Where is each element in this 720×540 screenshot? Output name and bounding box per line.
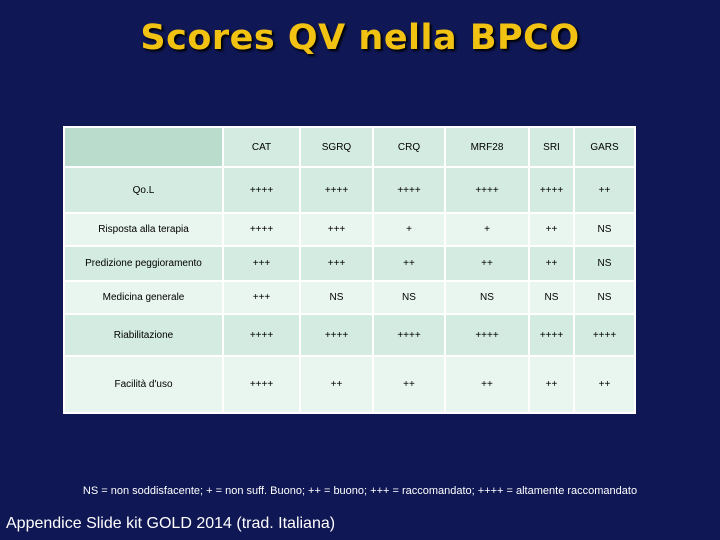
table-cell: +++ bbox=[222, 245, 301, 282]
scores-table: CAT SGRQ CRQ MRF28 SRI GARS Qo.L ++++ ++… bbox=[63, 126, 636, 414]
legend-note: NS = non soddisfacente; + = non suff. Bu… bbox=[82, 485, 638, 497]
table-cell: +++ bbox=[299, 212, 374, 247]
table-cell: ++ bbox=[528, 212, 575, 247]
table-cell: + bbox=[372, 212, 446, 247]
table-cell: ++ bbox=[444, 355, 530, 414]
header-gars: GARS bbox=[573, 126, 636, 168]
table-cell: ++ bbox=[528, 245, 575, 282]
table-row: Predizione peggioramento +++ +++ ++ ++ +… bbox=[63, 245, 636, 282]
table-cell: ++ bbox=[372, 245, 446, 282]
table-cell: ++ bbox=[444, 245, 530, 282]
footer-credit: Appendice Slide kit GOLD 2014 (trad. Ita… bbox=[6, 515, 336, 532]
table-cell: NS bbox=[444, 280, 530, 315]
table-cell: ++++ bbox=[444, 313, 530, 357]
table-cell: ++ bbox=[299, 355, 374, 414]
table-cell: ++++ bbox=[528, 313, 575, 357]
table-cell: ++ bbox=[372, 355, 446, 414]
header-sri: SRI bbox=[528, 126, 575, 168]
header-cat: CAT bbox=[222, 126, 301, 168]
table-cell: NS bbox=[573, 212, 636, 247]
table-cell: NS bbox=[299, 280, 374, 315]
slide-title: Scores QV nella BPCO bbox=[140, 18, 580, 58]
table-row: Medicina generale +++ NS NS NS NS NS bbox=[63, 280, 636, 315]
table-cell: ++++ bbox=[222, 355, 301, 414]
table-cell: NS bbox=[573, 280, 636, 315]
row-label: Riabilitazione bbox=[63, 313, 224, 357]
table-cell: + bbox=[444, 212, 530, 247]
row-label: Medicina generale bbox=[63, 280, 224, 315]
table-cell: ++ bbox=[573, 355, 636, 414]
row-label: Predizione peggioramento bbox=[63, 245, 224, 282]
row-label: Facilità d'uso bbox=[63, 355, 224, 414]
header-mrf28: MRF28 bbox=[444, 126, 530, 168]
table-cell: ++++ bbox=[222, 166, 301, 214]
table-cell: ++++ bbox=[299, 313, 374, 357]
table-cell: +++ bbox=[222, 280, 301, 315]
table-cell: NS bbox=[372, 280, 446, 315]
table-cell: ++++ bbox=[222, 313, 301, 357]
table-row: Facilità d'uso ++++ ++ ++ ++ ++ ++ bbox=[63, 355, 636, 414]
scores-table-container: CAT SGRQ CRQ MRF28 SRI GARS Qo.L ++++ ++… bbox=[63, 126, 636, 414]
row-label: Risposta alla terapia bbox=[63, 212, 224, 247]
table-header-row: CAT SGRQ CRQ MRF28 SRI GARS bbox=[63, 126, 636, 168]
table-cell: NS bbox=[528, 280, 575, 315]
table-cell: ++++ bbox=[444, 166, 530, 214]
table-cell: ++++ bbox=[372, 313, 446, 357]
header-crq: CRQ bbox=[372, 126, 446, 168]
table-cell: NS bbox=[573, 245, 636, 282]
table-row: Riabilitazione ++++ ++++ ++++ ++++ ++++ … bbox=[63, 313, 636, 357]
table-cell: ++++ bbox=[372, 166, 446, 214]
header-corner-cell bbox=[63, 126, 224, 168]
table-row: Risposta alla terapia ++++ +++ + + ++ NS bbox=[63, 212, 636, 247]
table-cell: ++ bbox=[573, 166, 636, 214]
header-sgrq: SGRQ bbox=[299, 126, 374, 168]
table-cell: ++++ bbox=[528, 166, 575, 214]
table-cell: ++ bbox=[528, 355, 575, 414]
row-label: Qo.L bbox=[63, 166, 224, 214]
table-cell: ++++ bbox=[299, 166, 374, 214]
table-cell: +++ bbox=[299, 245, 374, 282]
table-cell: ++++ bbox=[222, 212, 301, 247]
table-row: Qo.L ++++ ++++ ++++ ++++ ++++ ++ bbox=[63, 166, 636, 214]
table-cell: ++++ bbox=[573, 313, 636, 357]
